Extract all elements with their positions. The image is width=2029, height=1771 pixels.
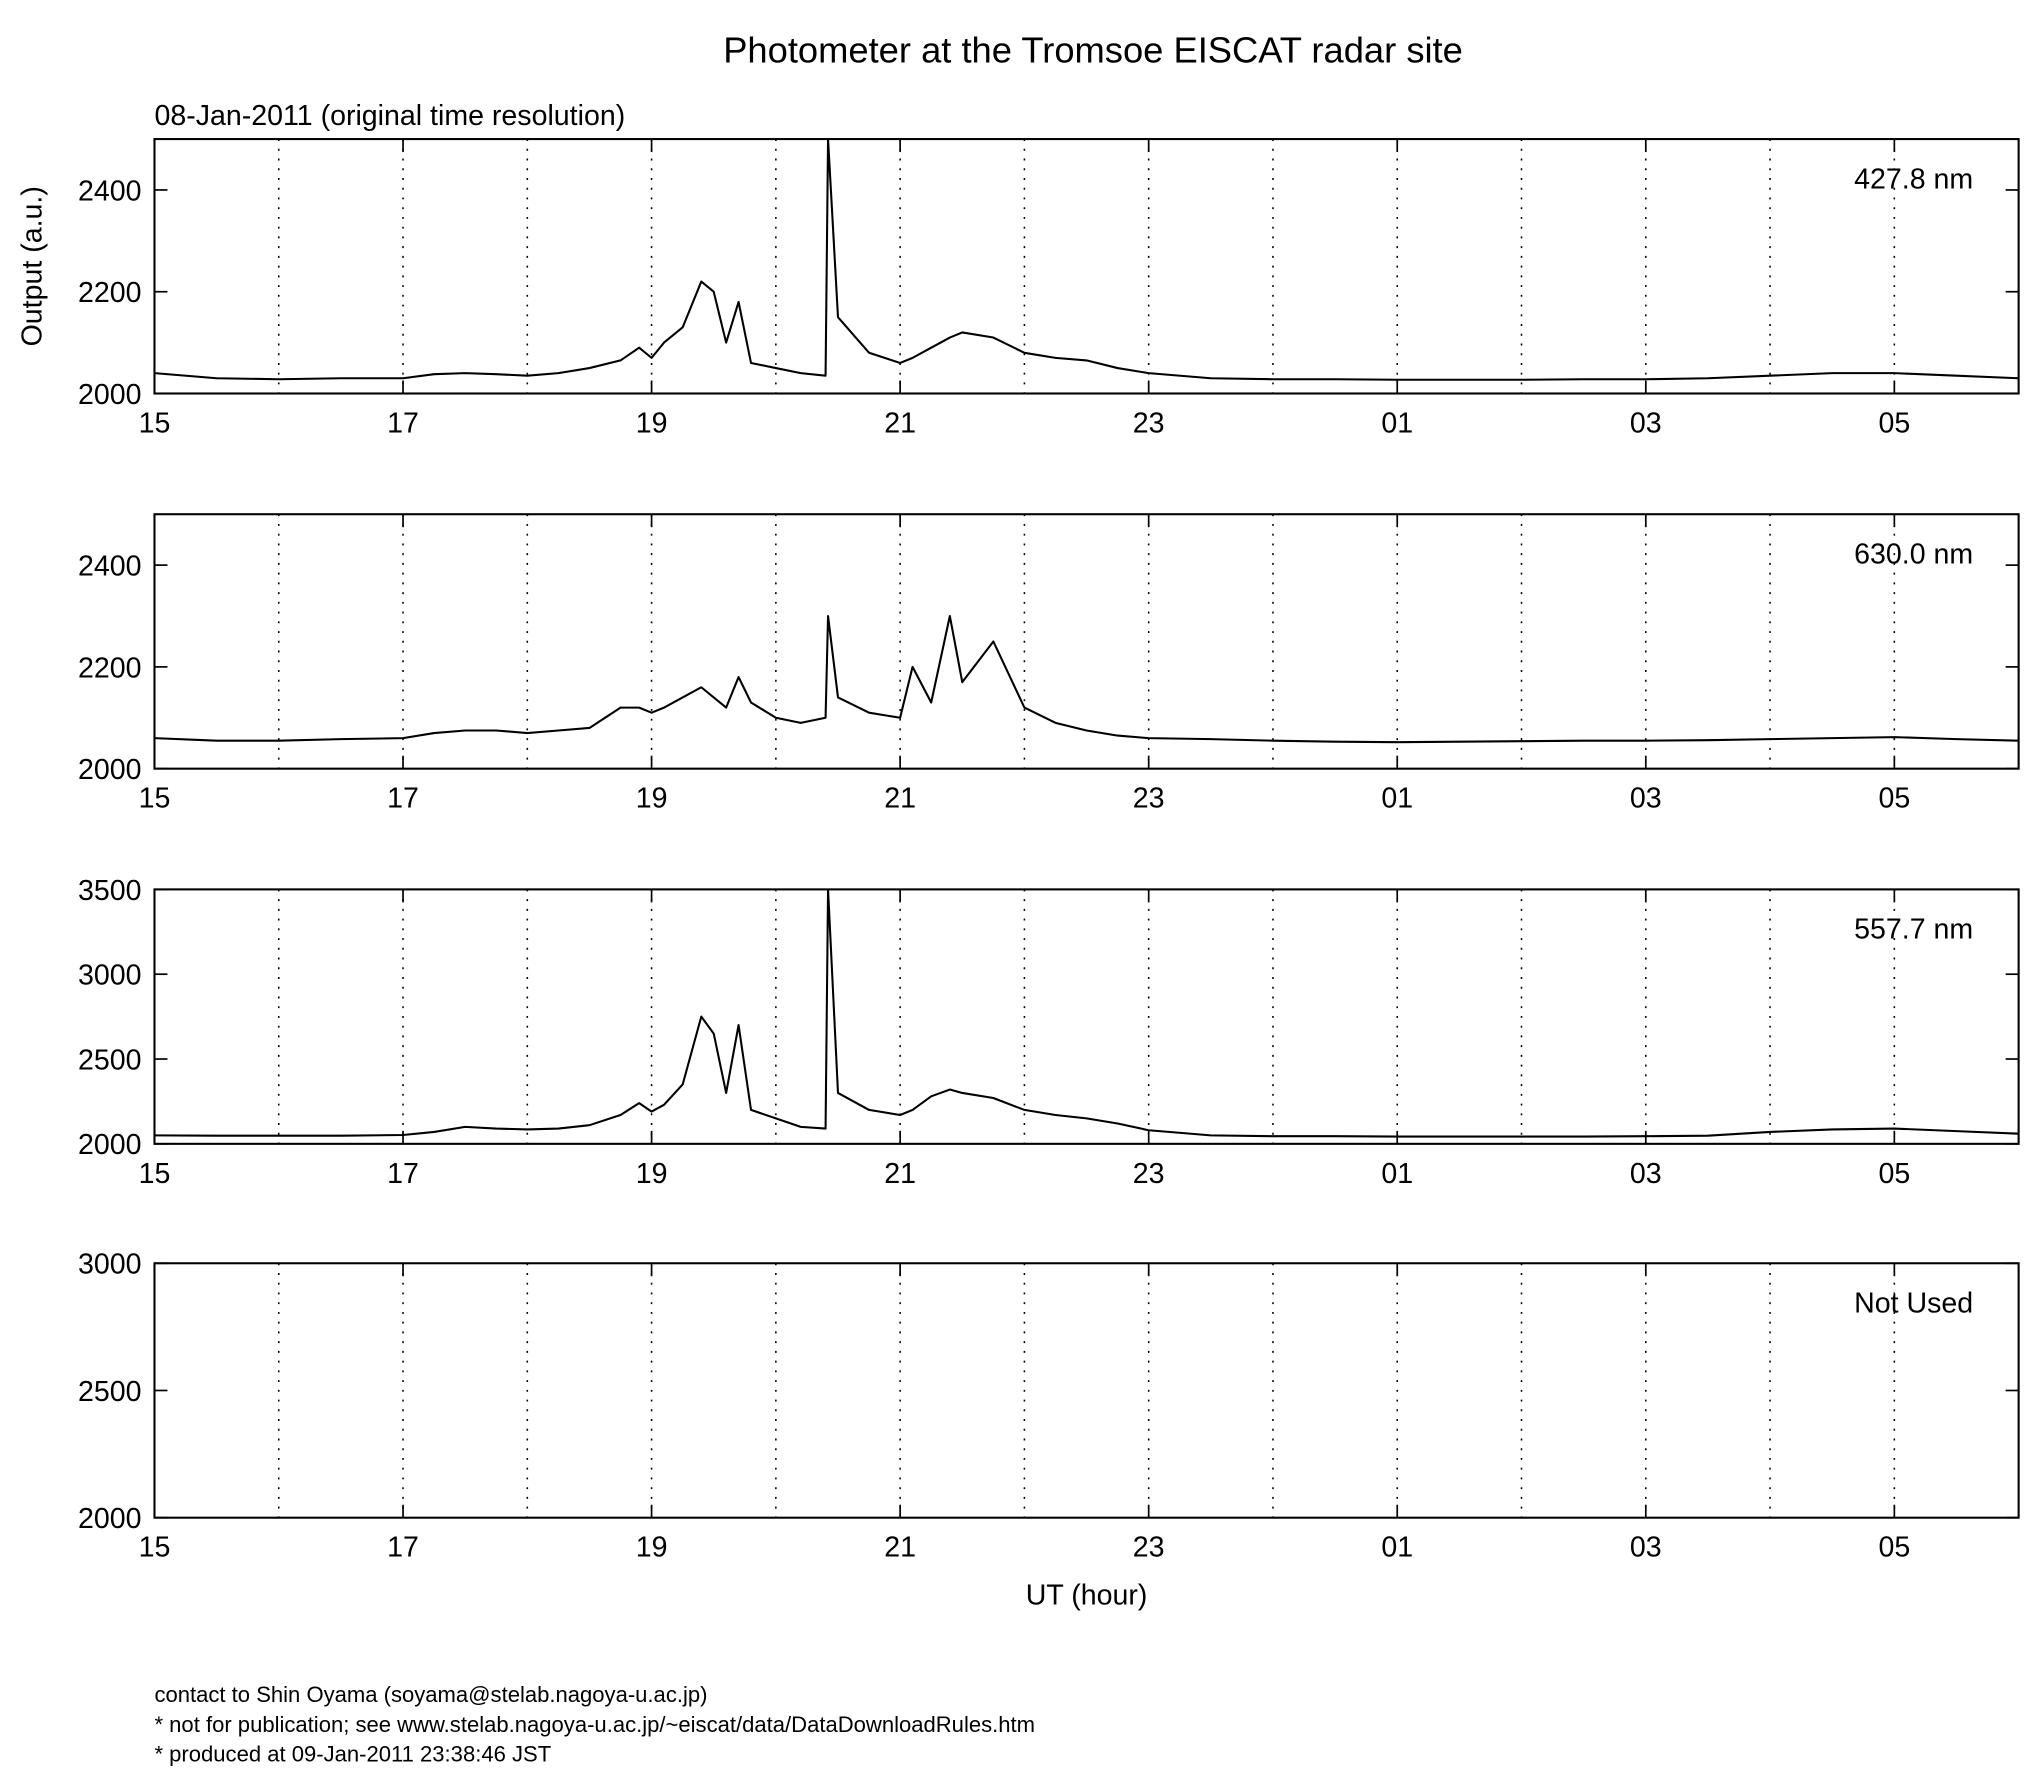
x-tick-label: 05 — [1878, 407, 1910, 439]
y-tick-label: 2200 — [78, 652, 142, 684]
chart-subtitle: 08-Jan-2011 (original time resolution) — [154, 100, 625, 132]
plot-frame — [153, 1262, 2020, 1519]
chart-title: Photometer at the Tromsoe EISCAT radar s… — [723, 29, 1463, 70]
x-tick-label: 17 — [387, 1158, 419, 1190]
x-tick-label: 01 — [1381, 407, 1413, 439]
data-line — [154, 889, 2019, 1138]
y-tick-label: 3500 — [78, 875, 142, 907]
x-tick-label: 19 — [636, 783, 668, 815]
x-tick-label: 23 — [1133, 1158, 1165, 1190]
x-tick-label: 05 — [1878, 1158, 1910, 1190]
x-tick-label: 03 — [1630, 1158, 1662, 1190]
x-tick-label: 19 — [636, 1532, 668, 1564]
y-tick-label: 2400 — [78, 551, 142, 583]
y-tick-label: 2000 — [78, 379, 142, 411]
series-label: 427.8 nm — [1854, 163, 1973, 195]
panel-label: Not Used — [1854, 1288, 1973, 1320]
x-tick-label: 19 — [636, 1158, 668, 1190]
y-tick-label: 2500 — [78, 1044, 142, 1076]
footer-line: contact to Shin Oyama (soyama@stelab.nag… — [154, 1682, 707, 1707]
x-axis-label: UT (hour) — [1026, 1580, 1148, 1612]
x-tick-label: 01 — [1381, 1158, 1413, 1190]
footer-line: * not for publication; see www.stelab.na… — [154, 1712, 1035, 1737]
x-tick-label: 21 — [884, 1158, 916, 1190]
plot-frame — [153, 888, 2020, 1145]
x-tick-label: 15 — [139, 1158, 171, 1190]
y-tick-label: 2200 — [78, 277, 142, 309]
series-label: 557.7 nm — [1854, 914, 1973, 946]
y-tick-label: 3000 — [78, 1249, 142, 1281]
y-tick-label: 3000 — [78, 960, 142, 992]
x-tick-label: 19 — [636, 407, 668, 439]
data-line — [154, 139, 2019, 381]
x-tick-label: 15 — [139, 1532, 171, 1564]
x-tick-label: 23 — [1133, 783, 1165, 815]
x-tick-label: 15 — [139, 783, 171, 815]
plot-frame — [153, 513, 2020, 770]
x-tick-label: 01 — [1381, 783, 1413, 815]
x-tick-label: 17 — [387, 783, 419, 815]
x-tick-label: 15 — [139, 407, 171, 439]
x-tick-label: 21 — [884, 407, 916, 439]
data-line — [154, 614, 2019, 744]
x-tick-label: 03 — [1630, 783, 1662, 815]
y-tick-label: 2000 — [78, 1503, 142, 1535]
x-tick-label: 03 — [1630, 1532, 1662, 1564]
x-tick-label: 23 — [1133, 407, 1165, 439]
x-tick-label: 23 — [1133, 1532, 1165, 1564]
x-tick-label: 17 — [387, 1532, 419, 1564]
footer-line: * produced at 09-Jan-2011 23:38:46 JST — [154, 1742, 551, 1767]
x-tick-label: 05 — [1878, 783, 1910, 815]
x-tick-label: 17 — [387, 407, 419, 439]
x-tick-label: 01 — [1381, 1532, 1413, 1564]
x-tick-label: 03 — [1630, 407, 1662, 439]
plot-frame — [153, 138, 2020, 395]
x-tick-label: 05 — [1878, 1532, 1910, 1564]
y-tick-label: 2000 — [78, 1129, 142, 1161]
x-tick-label: 21 — [884, 783, 916, 815]
y-tick-label: 2400 — [78, 175, 142, 207]
y-tick-label: 2500 — [78, 1376, 142, 1408]
x-tick-label: 21 — [884, 1532, 916, 1564]
y-axis-label: Output (a.u.) — [17, 186, 49, 346]
series-label: 630.0 nm — [1854, 539, 1973, 571]
y-tick-label: 2000 — [78, 754, 142, 786]
